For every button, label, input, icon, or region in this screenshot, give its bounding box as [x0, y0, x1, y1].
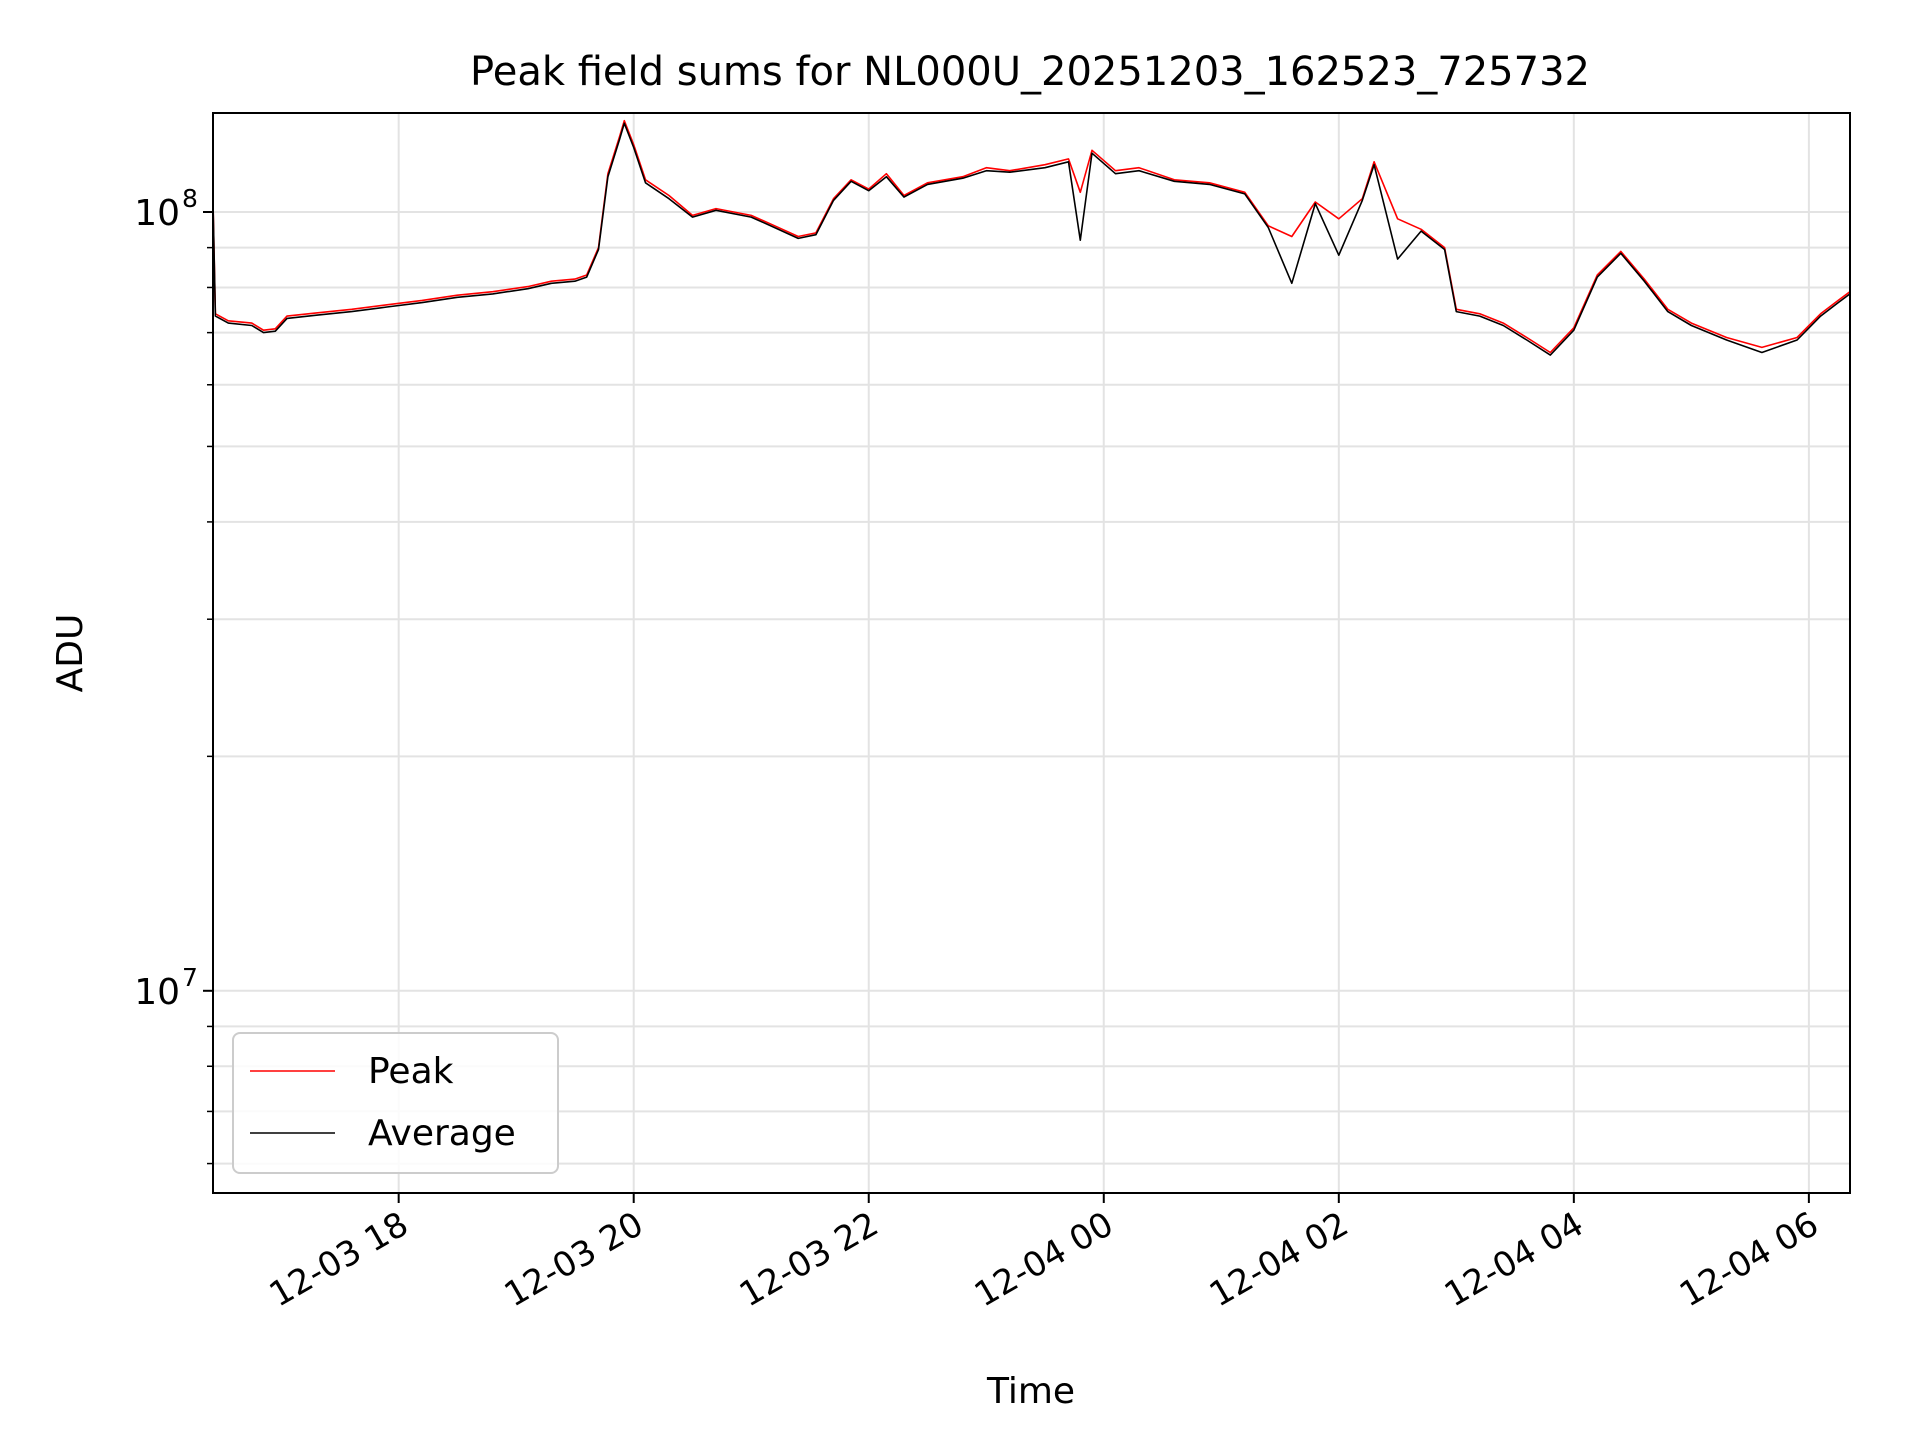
y-tick-label-exponent: 8: [182, 184, 198, 213]
legend-box: [232, 1032, 559, 1174]
y-axis-label: ADU: [50, 614, 91, 693]
grid-layer: [213, 113, 1850, 1193]
chart-title: Peak field sums for NL000U_20251203_1625…: [470, 49, 1590, 95]
series-line-average: [212, 122, 1851, 356]
plot-frame: [212, 112, 1851, 1194]
legend-label-peak: Peak: [368, 1051, 454, 1092]
data-layer: [212, 119, 1851, 356]
legend-label-average: Average: [368, 1113, 516, 1154]
legend: Peak Average: [232, 1032, 559, 1174]
x-axis-label: Time: [986, 1371, 1075, 1412]
y-tick-label-exponent: 7: [182, 963, 198, 992]
y-tick-label: 10: [134, 193, 180, 234]
series-line-peak: [212, 119, 1851, 354]
y-tick-label: 10: [134, 972, 180, 1013]
